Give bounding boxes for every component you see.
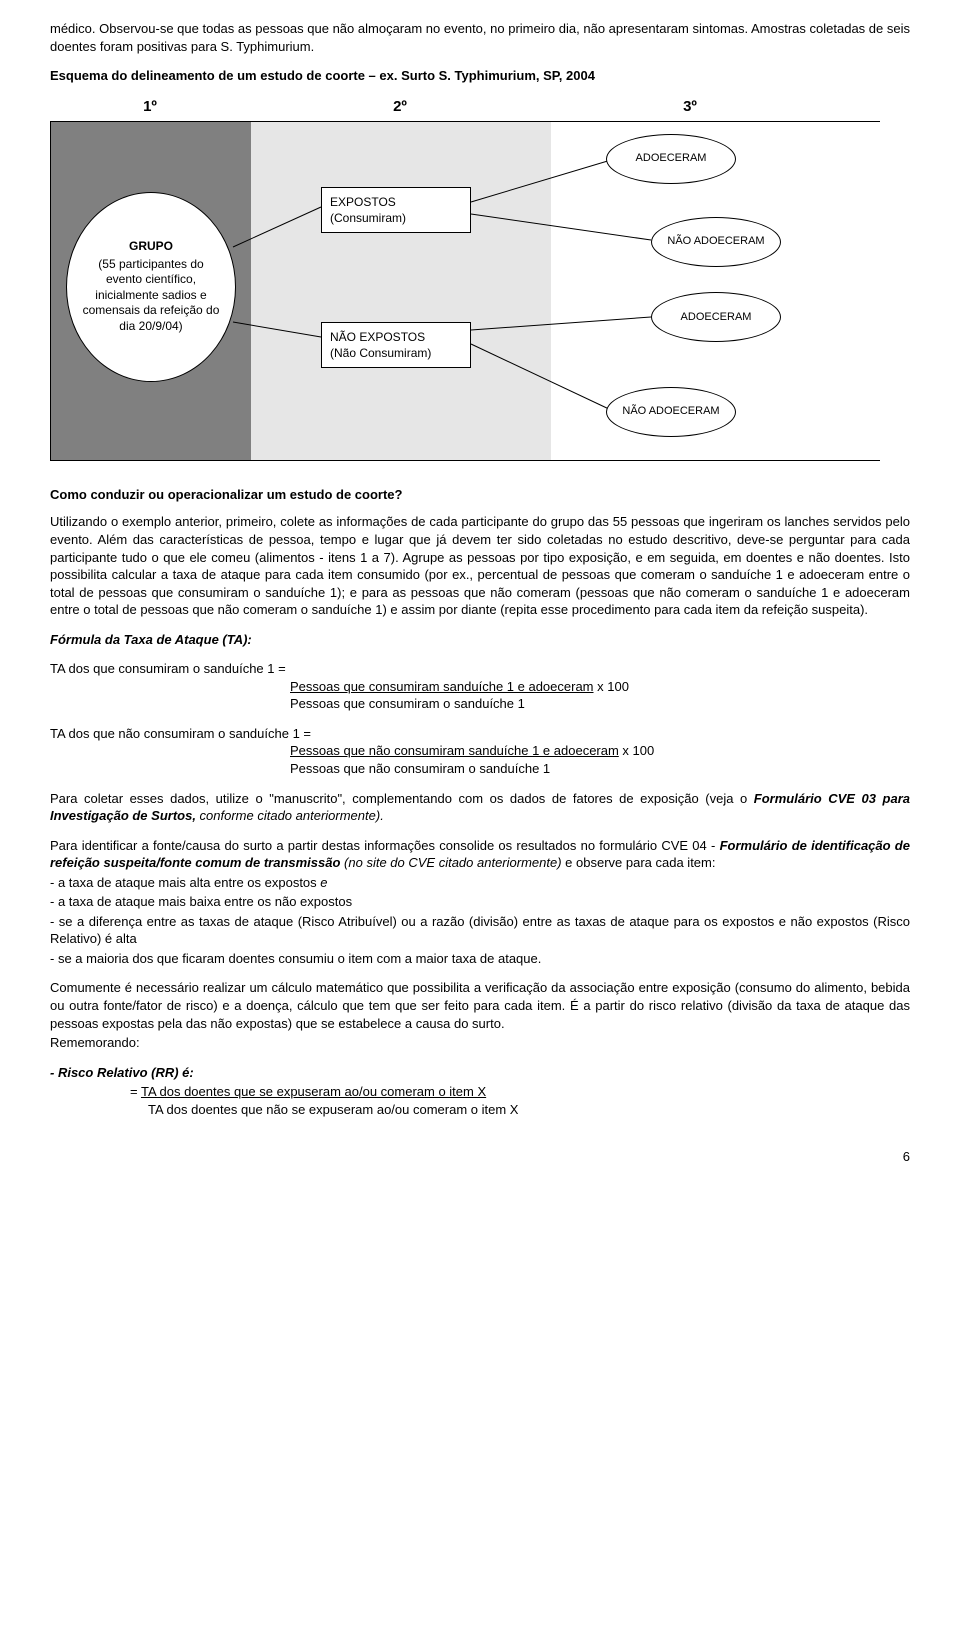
outcome-3: ADOECERAM (651, 292, 781, 342)
ta-ncons-x100: x 100 (619, 743, 654, 758)
formula-title: Fórmula da Taxa de Ataque (TA): (50, 631, 910, 649)
rr-num: TA dos doentes que se expuseram ao/ou co… (141, 1084, 486, 1099)
ta-ncons-denominator: Pessoas que não consumiram o sanduíche 1 (290, 760, 910, 778)
paragraph-identify-source: Para identificar a fonte/causa do surto … (50, 837, 910, 872)
p3c: conforme citado anteriormente). (196, 808, 384, 823)
ta-cons-x100: x 100 (594, 679, 629, 694)
col-label-1: 1º (50, 97, 250, 117)
ta-cons-numerator: Pessoas que consumiram sanduíche 1 e ado… (290, 678, 910, 696)
paragraph-collect-data: Para coletar esses dados, utilize o "man… (50, 790, 910, 825)
rr-title: - Risco Relativo (RR) é: (50, 1064, 910, 1082)
col-label-3: 3º (550, 97, 830, 117)
ta-cons-denominator: Pessoas que consumiram o sanduíche 1 (290, 695, 910, 713)
b1b: e (320, 875, 327, 890)
formula-ta-consumed: TA dos que consumiram o sanduíche 1 = Pe… (50, 660, 910, 713)
rr-numerator-line: = TA dos doentes que se expuseram ao/ou … (130, 1083, 910, 1101)
p4d: e observe para cada item: (565, 855, 715, 870)
p3a: Para coletar esses dados, utilize o "man… (50, 791, 754, 806)
bullet-3: - se a diferença entre as taxas de ataqu… (50, 913, 910, 948)
rr-denominator-line: TA dos doentes que não se expuseram ao/o… (148, 1101, 910, 1119)
question-heading: Como conduzir ou operacionalizar um estu… (50, 486, 910, 504)
rr-eq: = (130, 1084, 141, 1099)
notexposed-box: NÃO EXPOSTOS (Não Consumiram) (321, 322, 471, 368)
col-label-2: 2º (250, 97, 550, 117)
ta-ncons-label: TA dos que não consumiram o sanduíche 1 … (50, 725, 910, 743)
exposed-box: EXPOSTOS (Consumiram) (321, 187, 471, 233)
bullet-4: - se a maioria dos que ficaram doentes c… (50, 950, 910, 968)
bullet-1: - a taxa de ataque mais alta entre os ex… (50, 874, 910, 892)
outcome-1: ADOECERAM (606, 134, 736, 184)
b1a: - a taxa de ataque mais alta entre os ex… (50, 875, 320, 890)
page-number: 6 (50, 1148, 910, 1166)
intro-paragraph: médico. Observou-se que todas as pessoas… (50, 20, 910, 55)
group-desc: (55 participantes do evento científico, … (79, 257, 223, 335)
group-node: GRUPO (55 participantes do evento cientí… (66, 192, 236, 382)
bullet-2: - a taxa de ataque mais baixa entre os n… (50, 893, 910, 911)
observe-list: - a taxa de ataque mais alta entre os ex… (50, 874, 910, 968)
remembering-label: Rememorando: (50, 1034, 910, 1052)
paragraph-methodology: Utilizando o exemplo anterior, primeiro,… (50, 513, 910, 618)
group-title: GRUPO (129, 239, 173, 255)
ta-ncons-num-text: Pessoas que não consumiram sanduíche 1 e… (290, 743, 619, 758)
diagram-heading: Esquema do delineamento de um estudo de … (50, 67, 910, 85)
ta-cons-num-text: Pessoas que consumiram sanduíche 1 e ado… (290, 679, 594, 694)
outcome-4: NÃO ADOECERAM (606, 387, 736, 437)
rr-formula: = TA dos doentes que se expuseram ao/ou … (130, 1083, 910, 1118)
paragraph-rr-intro: Comumente é necessário realizar um cálcu… (50, 979, 910, 1032)
formula-ta-notconsumed: TA dos que não consumiram o sanduíche 1 … (50, 725, 910, 778)
ta-ncons-numerator: Pessoas que não consumiram sanduíche 1 e… (290, 742, 910, 760)
diagram-col-labels: 1º 2º 3º (50, 97, 910, 117)
diagram-mid-col (251, 122, 551, 460)
ta-cons-label: TA dos que consumiram o sanduíche 1 = (50, 660, 910, 678)
diagram-canvas: GRUPO (55 participantes do evento cientí… (50, 121, 880, 461)
p4a: Para identificar a fonte/causa do surto … (50, 838, 720, 853)
p4c: (no site do CVE citado anteriormente) (340, 855, 565, 870)
diagram-container: 1º 2º 3º GRUPO (55 participantes do even… (50, 97, 910, 461)
outcome-2: NÃO ADOECERAM (651, 217, 781, 267)
